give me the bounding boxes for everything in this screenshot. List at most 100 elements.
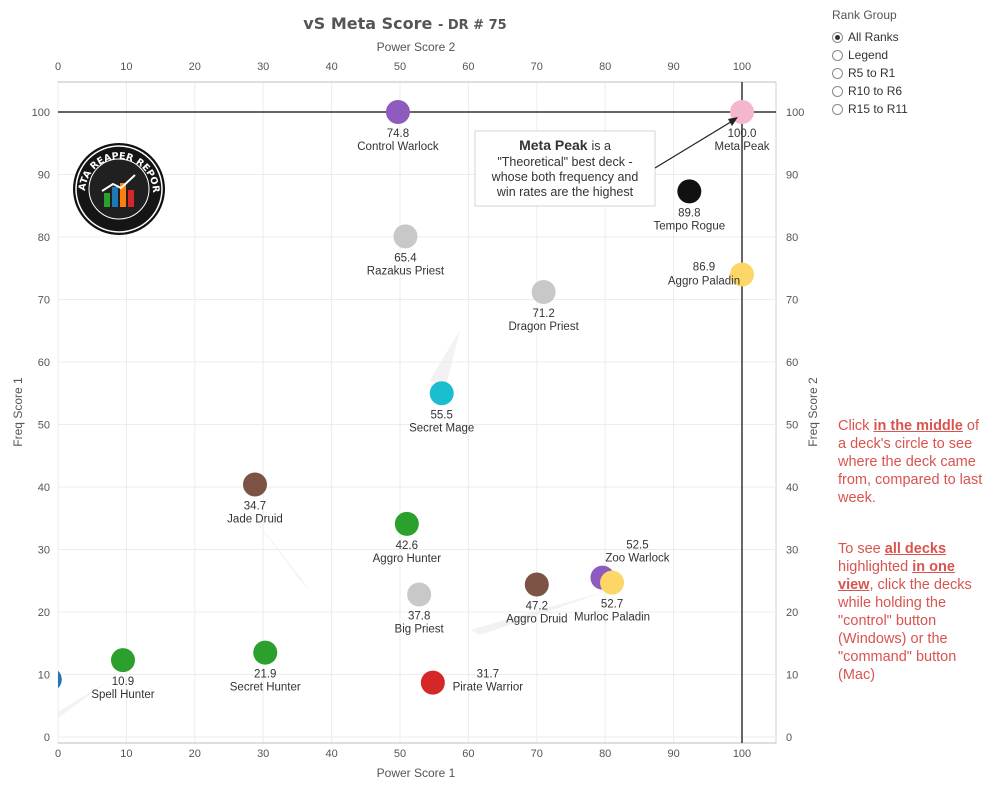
point-score-label: 52.7 bbox=[601, 599, 623, 611]
annotation-box bbox=[474, 130, 656, 207]
rank-option-label: R5 to R1 bbox=[848, 66, 896, 80]
radio-icon[interactable] bbox=[832, 67, 843, 79]
trail-wedge bbox=[58, 680, 110, 718]
point-name-label: Tempo Rogue bbox=[654, 220, 726, 232]
point-name-label: Meta Peak bbox=[715, 141, 770, 153]
x-tick-label: 20 bbox=[189, 748, 201, 760]
x2-tick-label: 100 bbox=[733, 61, 751, 73]
point-score-label: 37.8 bbox=[408, 611, 430, 623]
y-tick-label: 40 bbox=[38, 482, 50, 494]
rank-option-r10-to-r6[interactable]: R10 to R6 bbox=[832, 82, 908, 100]
point-razakus-priest bbox=[393, 224, 418, 249]
chart-title-main: vS Meta Score bbox=[303, 14, 433, 33]
x2-tick-label: 0 bbox=[55, 61, 61, 73]
x-tick-label: 70 bbox=[531, 748, 543, 760]
x-tick-label: 40 bbox=[325, 748, 337, 760]
point-score-label: 31.7 bbox=[477, 669, 499, 681]
radio-icon[interactable] bbox=[832, 49, 843, 61]
y-tick-label: 20 bbox=[38, 607, 50, 619]
point-aggro-druid bbox=[524, 572, 549, 597]
point-name-label: Aggro Hunter bbox=[373, 553, 442, 565]
y-tick-label: 30 bbox=[38, 545, 50, 557]
point-big-priest bbox=[407, 582, 432, 607]
x2-axis-title: Power Score 2 bbox=[377, 40, 456, 54]
x2-tick-label: 40 bbox=[325, 61, 337, 73]
rank-option-all-ranks[interactable]: All Ranks bbox=[832, 28, 908, 46]
y2-tick-label: 60 bbox=[786, 357, 798, 369]
x-tick-label: 100 bbox=[733, 748, 751, 760]
point-name-label: Control Warlock bbox=[357, 141, 439, 153]
point-control-warlock bbox=[385, 100, 410, 124]
y2-axis-title: Freq Score 2 bbox=[806, 377, 820, 447]
rank-option-label: All Ranks bbox=[848, 30, 899, 44]
chart-title: vS Meta Score - DR # 75 bbox=[0, 14, 810, 33]
y2-tick-label: 10 bbox=[786, 670, 798, 682]
point-aggro-paladin bbox=[730, 262, 754, 287]
point-name-label: Aggro Druid bbox=[506, 614, 567, 626]
point-name-label: Aggro Paladin bbox=[668, 276, 740, 288]
point-tempo-rogue bbox=[677, 179, 702, 204]
point-name-label: Murloc Paladin bbox=[574, 612, 650, 624]
rank-option-label: R10 to R6 bbox=[848, 84, 903, 98]
point-secret-mage bbox=[429, 381, 454, 406]
point-name-label: Zoo Warlock bbox=[605, 553, 669, 565]
y2-tick-label: 90 bbox=[786, 170, 798, 182]
y-tick-label: 0 bbox=[44, 732, 50, 744]
highlight-decks-note: To see all decks highlighted in one view… bbox=[838, 541, 972, 683]
y2-tick-label: 30 bbox=[786, 545, 798, 557]
point-score-label: 21.9 bbox=[254, 669, 276, 681]
point-name-label: Jade Druid bbox=[227, 514, 283, 526]
point-score-label: 52.5 bbox=[626, 540, 648, 552]
point-score-label: 89.8 bbox=[678, 207, 700, 219]
rank-group-filter: Rank Group All Ranks Legend R5 to R1 R10 to… bbox=[832, 8, 908, 118]
chart-title-sub: - DR # 75 bbox=[437, 18, 507, 33]
point-score-label: 86.9 bbox=[693, 262, 715, 274]
point-dragon-priest bbox=[531, 280, 556, 304]
point-name-label: Razakus Priest bbox=[367, 265, 445, 277]
x2-tick-label: 90 bbox=[667, 61, 679, 73]
annotation-arrowhead bbox=[728, 117, 738, 126]
point-score-label: 10.9 bbox=[112, 676, 134, 688]
point-name-label: Pirate Warrior bbox=[453, 682, 524, 694]
y-tick-label: 90 bbox=[38, 170, 50, 182]
radio-icon[interactable] bbox=[832, 31, 843, 43]
annotation-line-3: whose both frequency and bbox=[491, 170, 639, 184]
x-tick-label: 30 bbox=[257, 748, 269, 760]
radio-icon[interactable] bbox=[832, 103, 843, 115]
point-aggro-hunter bbox=[394, 511, 419, 536]
point-score-label: 47.2 bbox=[526, 601, 548, 613]
x2-tick-label: 30 bbox=[257, 61, 269, 73]
point-score-label: 71.2 bbox=[532, 308, 554, 320]
x2-tick-label: 20 bbox=[189, 61, 201, 73]
point-score-label: 42.6 bbox=[396, 540, 418, 552]
x-tick-label: 60 bbox=[462, 748, 474, 760]
rank-group-title: Rank Group bbox=[832, 8, 897, 22]
trail-wedge bbox=[430, 330, 460, 390]
bar-chart-logo-icon: DATA REAPER REPORT bbox=[73, 143, 163, 233]
point-name-label: Dragon Priest bbox=[508, 321, 579, 333]
y2-tick-label: 70 bbox=[786, 295, 798, 307]
point-secret-hunter bbox=[253, 640, 278, 665]
rank-option-legend[interactable]: Legend bbox=[832, 46, 908, 64]
x-tick-label: 50 bbox=[394, 748, 406, 760]
y-tick-label: 100 bbox=[32, 107, 50, 119]
rank-option-r15-to-r11[interactable]: R15 to R11 bbox=[832, 100, 908, 118]
x2-tick-label: 70 bbox=[531, 61, 543, 73]
rank-option-label: Legend bbox=[848, 48, 889, 62]
rank-option-r5-to-r1[interactable]: R5 to R1 bbox=[832, 64, 908, 82]
x-tick-label: 90 bbox=[667, 748, 679, 760]
y2-tick-label: 100 bbox=[786, 107, 804, 119]
point-score-label: 74.8 bbox=[387, 128, 409, 140]
rank-option-label: R15 to R11 bbox=[848, 102, 908, 116]
x-tick-label: 80 bbox=[599, 748, 611, 760]
x-tick-label: 10 bbox=[120, 748, 132, 760]
x2-tick-label: 10 bbox=[120, 61, 132, 73]
point-score-label: 65.4 bbox=[394, 252, 417, 264]
y2-tick-label: 0 bbox=[786, 732, 792, 744]
trail-wedge bbox=[240, 500, 310, 590]
point-score-label: 100.0 bbox=[728, 128, 757, 140]
point-name-label: Secret Mage bbox=[409, 422, 474, 434]
y2-tick-label: 80 bbox=[786, 232, 798, 244]
radio-icon[interactable] bbox=[832, 85, 843, 97]
